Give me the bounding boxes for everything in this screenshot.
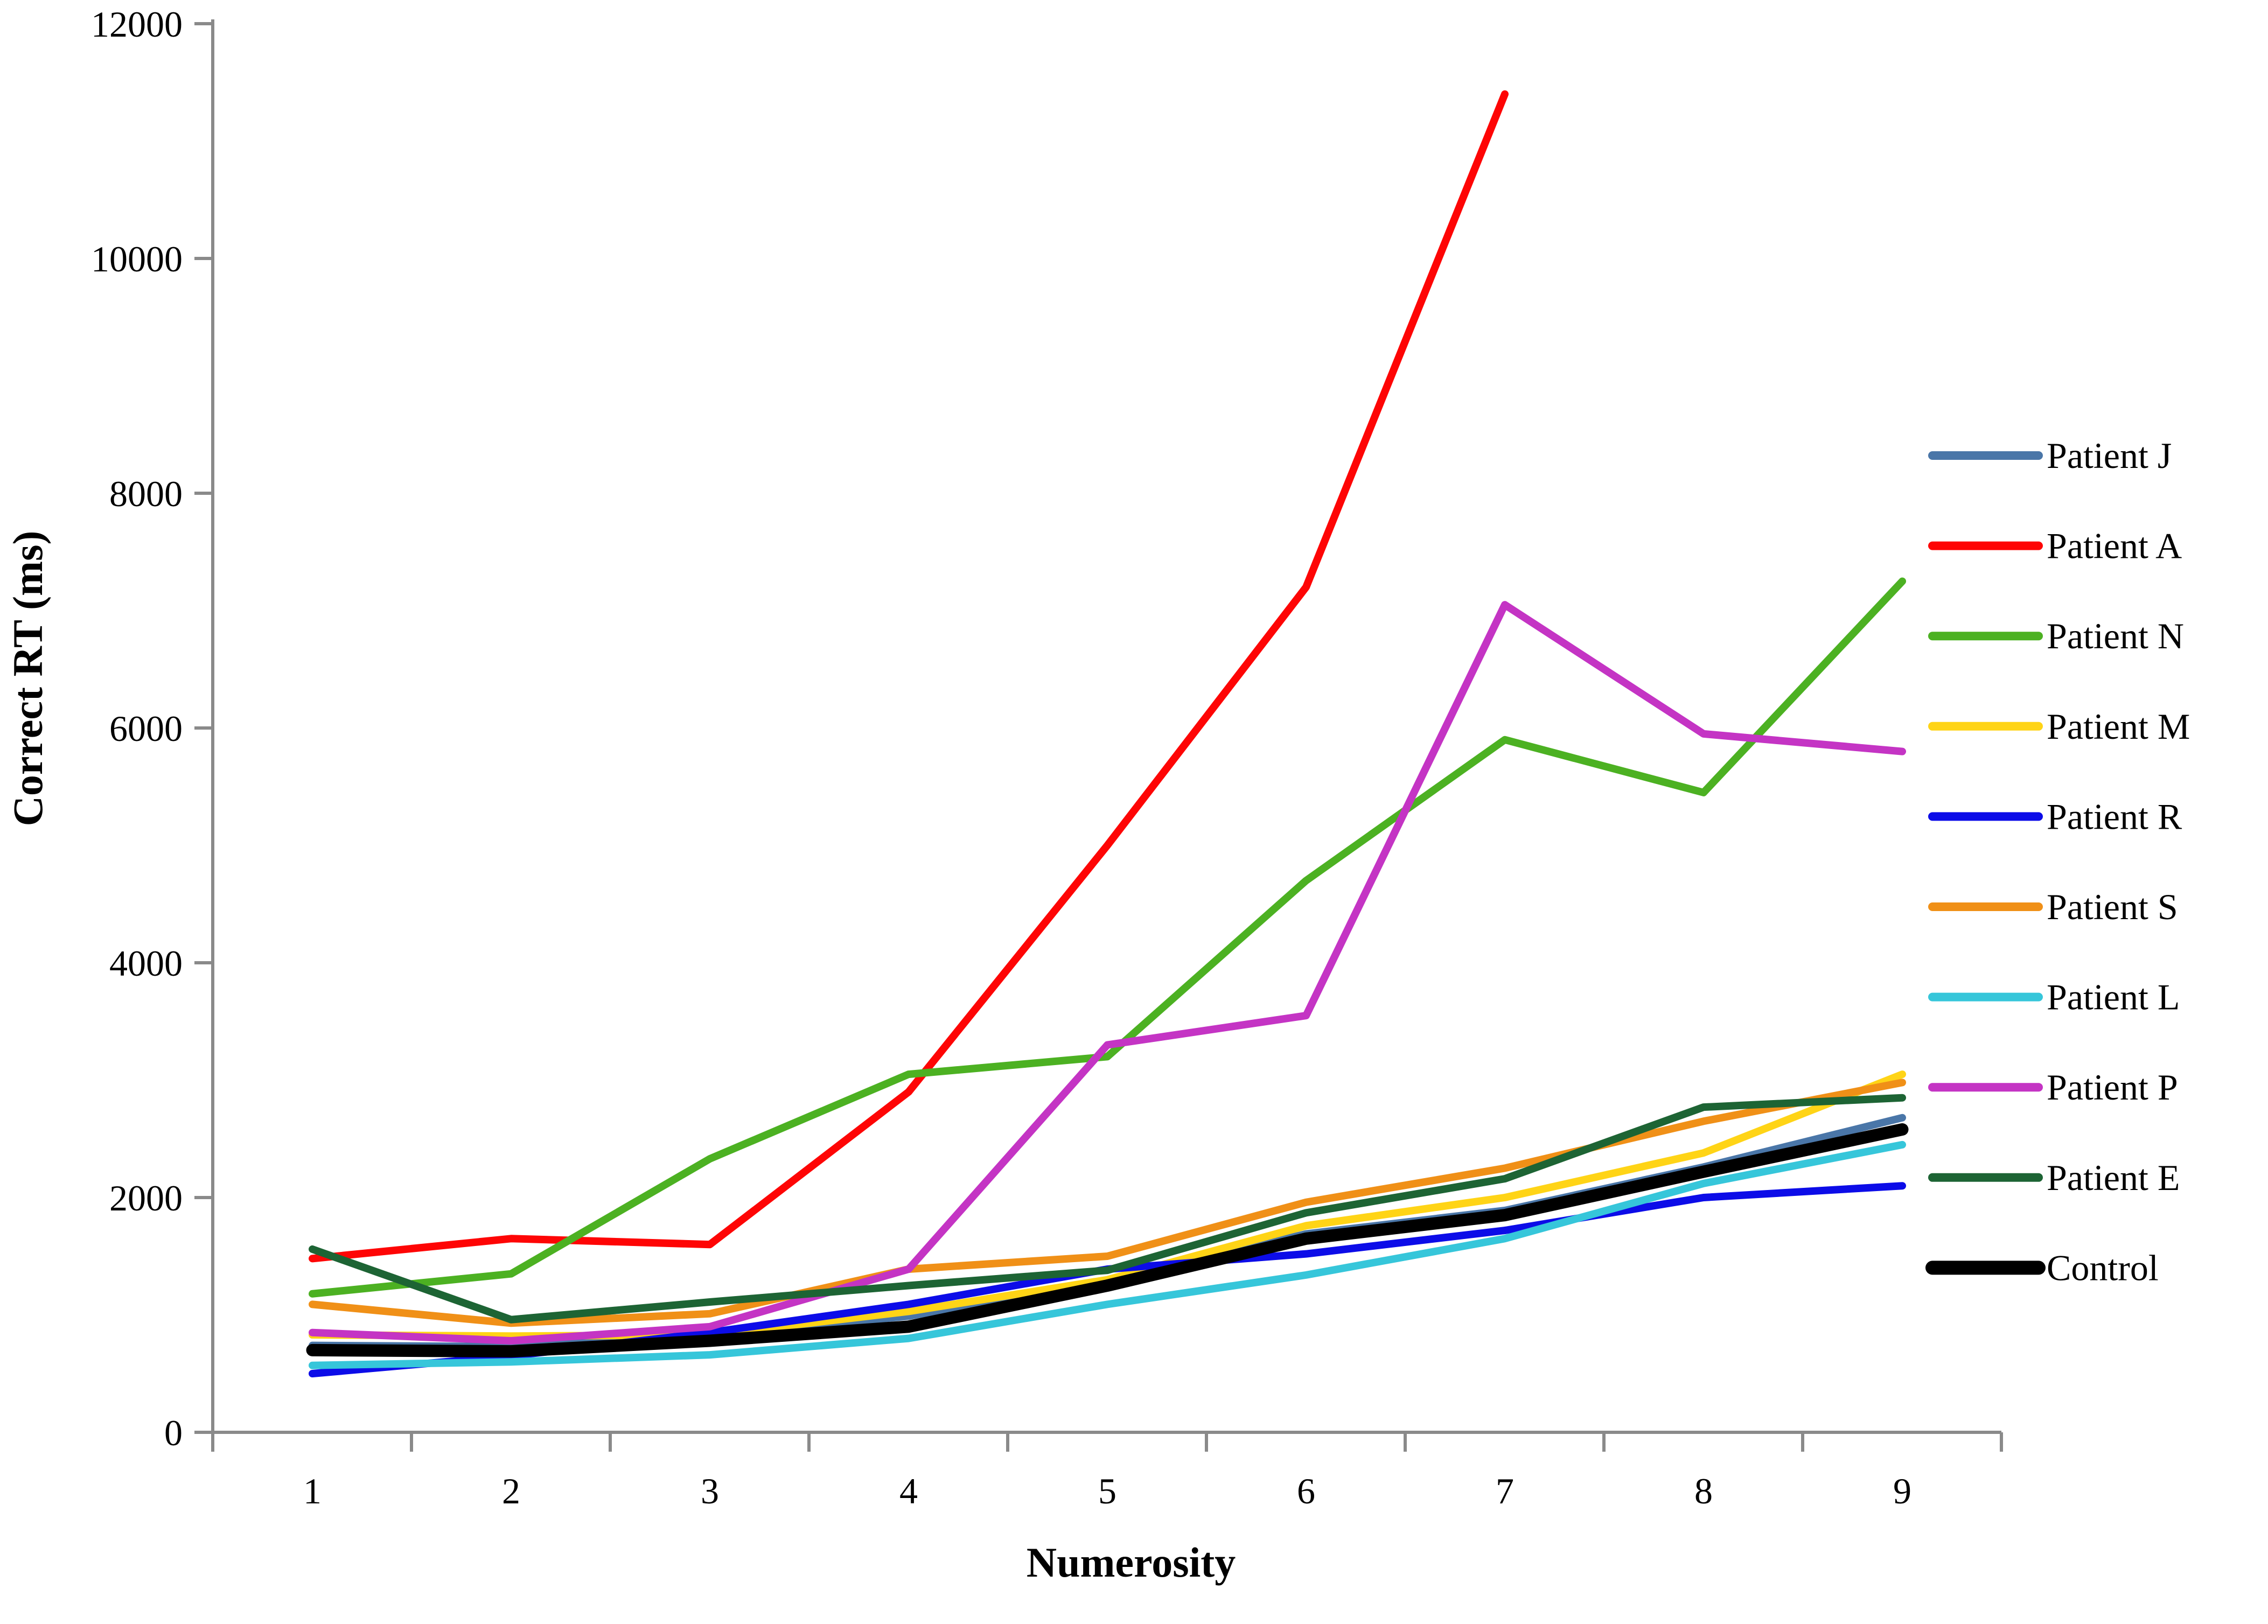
x-tick-label: 7 (1496, 1471, 1514, 1511)
x-tick-label: 5 (1098, 1471, 1116, 1511)
y-tick-label: 0 (164, 1412, 183, 1453)
legend-item-patient-s: Patient S (1928, 886, 2178, 927)
series-line-patient-s (309, 1079, 1906, 1327)
legend-item-patient-m: Patient M (1928, 706, 2190, 747)
x-tick-label: 2 (502, 1471, 520, 1511)
legend-item-patient-l: Patient L (1928, 977, 2180, 1018)
x-axis-title: Numerosity (1027, 1539, 1236, 1586)
series-line-control (306, 1123, 1909, 1358)
x-tick-label: 3 (701, 1471, 719, 1511)
legend-label-control: Control (2047, 1247, 2159, 1288)
series-lines (306, 90, 1909, 1377)
series-line-patient-a (309, 90, 1509, 1263)
legend-label-patient-r: Patient R (2047, 796, 2182, 837)
tick-marks (194, 22, 2003, 1452)
legend-label-patient-j: Patient J (2047, 435, 2172, 476)
x-tick-label: 9 (1893, 1471, 1911, 1511)
y-tick-label: 6000 (109, 708, 183, 749)
legend-item-patient-r: Patient R (1928, 796, 2182, 837)
legend-label-patient-p: Patient P (2047, 1067, 2178, 1108)
legend-label-patient-l: Patient L (2047, 977, 2180, 1018)
series-line-patient-p (309, 601, 1906, 1345)
x-tick-label: 4 (899, 1471, 918, 1511)
series-line-patient-j (309, 1114, 1906, 1350)
series-line-patient-n (309, 577, 1906, 1298)
y-tick-label: 4000 (109, 943, 183, 984)
x-tick-label: 1 (303, 1471, 322, 1511)
x-tick-label: 8 (1694, 1471, 1713, 1511)
axes (211, 19, 2001, 1434)
legend-label-patient-m: Patient M (2047, 706, 2190, 747)
legend-item-patient-p: Patient P (1928, 1067, 2178, 1108)
y-axis-title: Correct RT (ms) (4, 531, 51, 827)
y-tick-label: 10000 (91, 239, 183, 279)
legend-item-control: Control (1925, 1247, 2159, 1288)
y-tick-label: 12000 (91, 4, 183, 45)
legend-item-patient-e: Patient E (1928, 1157, 2180, 1198)
series-line-patient-e (309, 1094, 1906, 1324)
tick-labels: 0 2000 4000 6000 8000 10000 12000 1 2 3 4 5 6 7 8 9 (91, 4, 1911, 1511)
series-line-patient-l (309, 1140, 1906, 1369)
x-tick-label: 6 (1297, 1471, 1315, 1511)
legend-label-patient-a: Patient A (2047, 526, 2182, 566)
legend-label-patient-e: Patient E (2047, 1157, 2180, 1198)
legend-item-patient-j: Patient J (1928, 435, 2172, 476)
legend-label-patient-s: Patient S (2047, 886, 2178, 927)
legend: Patient J Patient A Patient N Patient M Pati… (1925, 435, 2190, 1288)
legend-item-patient-n: Patient N (1928, 615, 2184, 656)
legend-item-patient-a: Patient A (1928, 526, 2182, 566)
y-tick-label: 2000 (109, 1178, 183, 1219)
y-tick-label: 8000 (109, 473, 183, 514)
legend-label-patient-n: Patient N (2047, 615, 2184, 656)
